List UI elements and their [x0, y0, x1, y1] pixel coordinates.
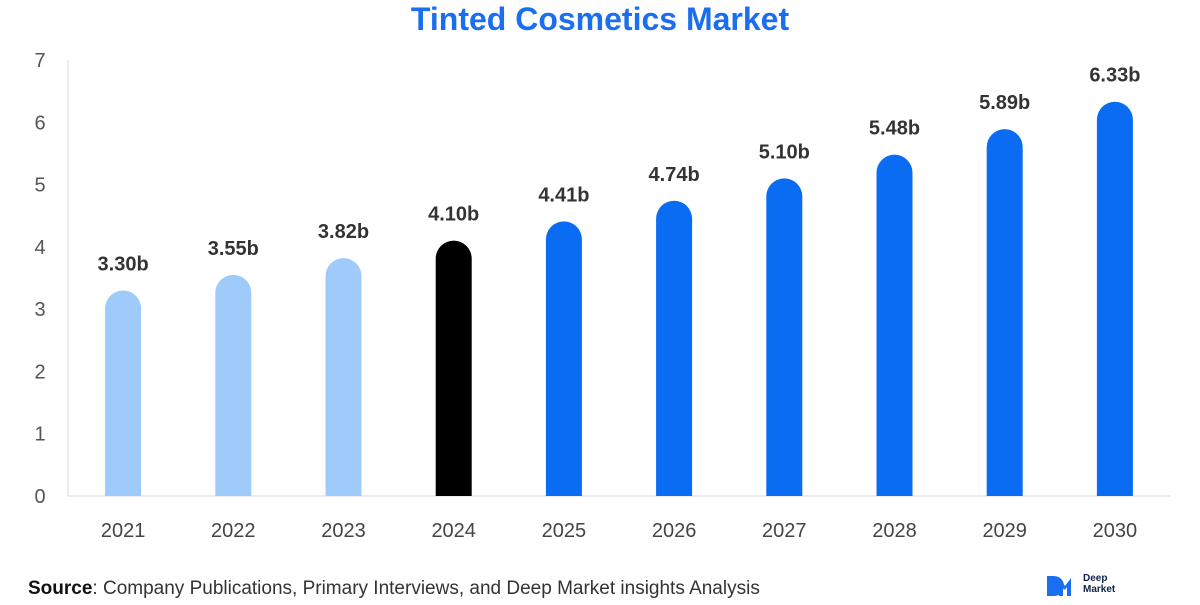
- x-tick-label: 2027: [762, 520, 807, 542]
- x-tick-label: 2025: [542, 520, 587, 542]
- source-label: Source: [28, 578, 93, 599]
- bar-2024: [435, 240, 472, 496]
- data-label: 3.55b: [208, 238, 259, 260]
- source-footnote: Source: Company Publications, Primary In…: [28, 578, 760, 600]
- y-tick-label: 1: [34, 424, 45, 446]
- bar-2022: [215, 274, 252, 496]
- data-labels: 3.30b 3.55b 3.82b 4.10b 4.41b 4.74b 5.10b 5.48b…: [98, 65, 1141, 276]
- bar-2023: [325, 258, 362, 496]
- y-tick-label: 4: [34, 237, 45, 259]
- chart-axes: [67, 60, 1170, 497]
- y-tick-label: 6: [34, 112, 45, 134]
- brand-name: Deep Market: [1083, 573, 1115, 595]
- y-tick-label: 7: [34, 50, 45, 72]
- data-label: 4.41b: [538, 184, 589, 206]
- x-tick-label: 2023: [321, 520, 366, 542]
- x-tick-label: 2030: [1093, 520, 1138, 542]
- brand-logo: Deep Market: [1045, 572, 1195, 600]
- x-tick-label: 2024: [431, 520, 476, 542]
- bar-2029: [986, 129, 1023, 496]
- data-label: 3.30b: [98, 253, 149, 275]
- y-tick-labels: 0 1 2 3 4 5 6 7: [34, 50, 45, 508]
- data-label: 5.48b: [869, 118, 920, 140]
- bar-chart: 0 1 2 3 4 5 6 7 3.30b 3.55b 3.82b 4.10b 4.41b 4.74b 5…: [34, 50, 1170, 542]
- bar-2030: [1096, 101, 1133, 496]
- x-tick-label: 2021: [101, 520, 146, 542]
- brand-line-1: Deep: [1083, 573, 1108, 584]
- y-tick-label: 3: [34, 299, 45, 321]
- chart-title: Tinted Cosmetics Market: [410, 1, 790, 37]
- x-tick-label: 2026: [652, 520, 697, 542]
- source-text: : Company Publications, Primary Intervie…: [92, 578, 760, 599]
- data-label: 4.74b: [649, 164, 700, 186]
- bar-2025: [545, 221, 582, 497]
- bar-2021: [105, 290, 142, 496]
- data-label: 5.89b: [979, 92, 1030, 114]
- y-tick-label: 2: [34, 361, 45, 383]
- bar-2026: [656, 200, 693, 496]
- x-tick-label: 2029: [982, 520, 1027, 542]
- data-label: 3.82b: [318, 221, 369, 243]
- data-label: 4.10b: [428, 204, 479, 226]
- dm-logo-icon: [1047, 576, 1071, 596]
- brand-line-2: Market: [1083, 584, 1116, 595]
- data-label: 6.33b: [1089, 65, 1140, 87]
- bar-2028: [876, 154, 913, 496]
- y-tick-label: 5: [34, 175, 45, 197]
- bars: [105, 101, 1133, 497]
- x-tick-label: 2028: [872, 520, 917, 542]
- y-tick-label: 0: [34, 486, 45, 508]
- x-tick-labels: 2021 2022 2023 2024 2025 2026 2027 2028 2029 2030: [101, 520, 1137, 542]
- bar-2027: [766, 178, 803, 497]
- data-label: 5.10b: [759, 141, 810, 163]
- x-tick-label: 2022: [211, 520, 256, 542]
